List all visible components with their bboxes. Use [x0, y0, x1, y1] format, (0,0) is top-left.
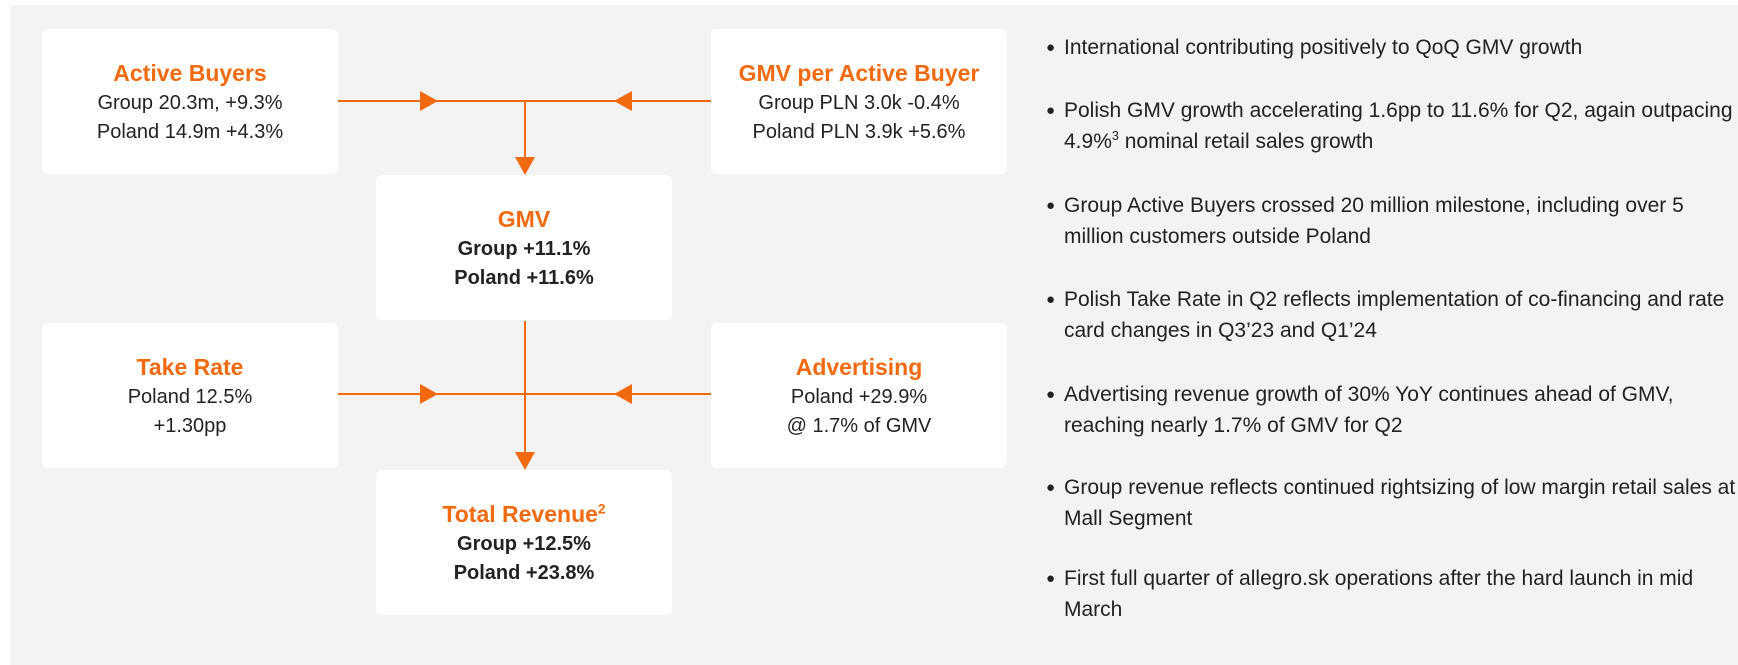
- node-line: Poland +11.6%: [454, 266, 594, 289]
- node-line: Poland 12.5%: [127, 385, 253, 408]
- bullet-text: nominal retail sales growth: [1118, 130, 1374, 153]
- bullet-item: First full quarter of allegro.sk operati…: [1046, 563, 1738, 625]
- node-line: +1.30pp: [153, 414, 227, 437]
- bullet-text: First full quarter of allegro.sk operati…: [1064, 567, 1694, 621]
- bullet-text: Advertising revenue growth of 30% YoY co…: [1064, 383, 1674, 437]
- footnote-mark: 2: [597, 500, 606, 516]
- bullet-text: Polish GMV growth accelerating 1.6pp to …: [1064, 99, 1733, 153]
- node-title-text: GMV per Active Buyer: [738, 59, 980, 86]
- bullet-text: Polish Take Rate in Q2 reflects implemen…: [1064, 288, 1725, 342]
- node-box: Advertising Poland +29.9% @ 1.7% of GMV: [711, 323, 1007, 468]
- node-title: Advertising: [796, 351, 923, 383]
- node-box: Active Buyers Group 20.3m, +9.3% Poland 14…: [42, 29, 338, 174]
- bullet-text: Group Active Buyers crossed 20 million m…: [1064, 194, 1684, 248]
- bullet-item: Polish Take Rate in Q2 reflects implemen…: [1046, 284, 1738, 346]
- node-title-text: Active Buyers: [113, 59, 267, 86]
- node-line: Poland 14.9m +4.3%: [96, 120, 284, 143]
- node-box: GMV per Active Buyer Group PLN 3.0k -0.4%…: [711, 29, 1007, 174]
- node-title-text: Take Rate: [136, 353, 244, 380]
- node-line: Poland +29.9%: [790, 385, 928, 408]
- node-title-text: Total Revenue: [442, 500, 598, 527]
- node-title: GMV per Active Buyer: [739, 57, 980, 89]
- node-line: @ 1.7% of GMV: [786, 414, 932, 437]
- bullet-item: International contributing positively to…: [1046, 32, 1738, 63]
- node-title: Total Revenue2: [442, 498, 605, 530]
- node-line: Group +11.1%: [457, 237, 591, 260]
- bullet-item: Group Active Buyers crossed 20 million m…: [1046, 190, 1738, 252]
- node-box: Take Rate Poland 12.5% +1.30pp: [42, 323, 338, 468]
- node-line: Poland +23.8%: [453, 561, 595, 584]
- node-title-text: GMV: [497, 205, 551, 232]
- bullet-item: Advertising revenue growth of 30% YoY co…: [1046, 379, 1738, 441]
- bullet-text: International contributing positively to…: [1064, 36, 1583, 59]
- bullet-item: Group revenue reflects continued rightsi…: [1046, 472, 1738, 534]
- bullet-text: Group revenue reflects continued rightsi…: [1064, 476, 1736, 530]
- node-line: Group PLN 3.0k -0.4%: [758, 91, 960, 114]
- node-line: Group 20.3m, +9.3%: [97, 91, 283, 114]
- node-line: Poland PLN 3.9k +5.6%: [752, 120, 966, 143]
- node-line: Group +12.5%: [457, 532, 591, 555]
- node-box: GMV Group +11.1% Poland +11.6%: [376, 175, 672, 320]
- bullet-item: Polish GMV growth accelerating 1.6pp to …: [1046, 95, 1738, 157]
- node-title: Take Rate: [137, 351, 244, 383]
- node-box: Total Revenue2 Group +12.5% Poland +23.8%: [376, 470, 672, 615]
- footnote-mark: 3: [1111, 129, 1119, 143]
- node-title: Active Buyers: [113, 57, 266, 89]
- node-title: GMV: [498, 203, 550, 235]
- node-title-text: Advertising: [795, 353, 923, 380]
